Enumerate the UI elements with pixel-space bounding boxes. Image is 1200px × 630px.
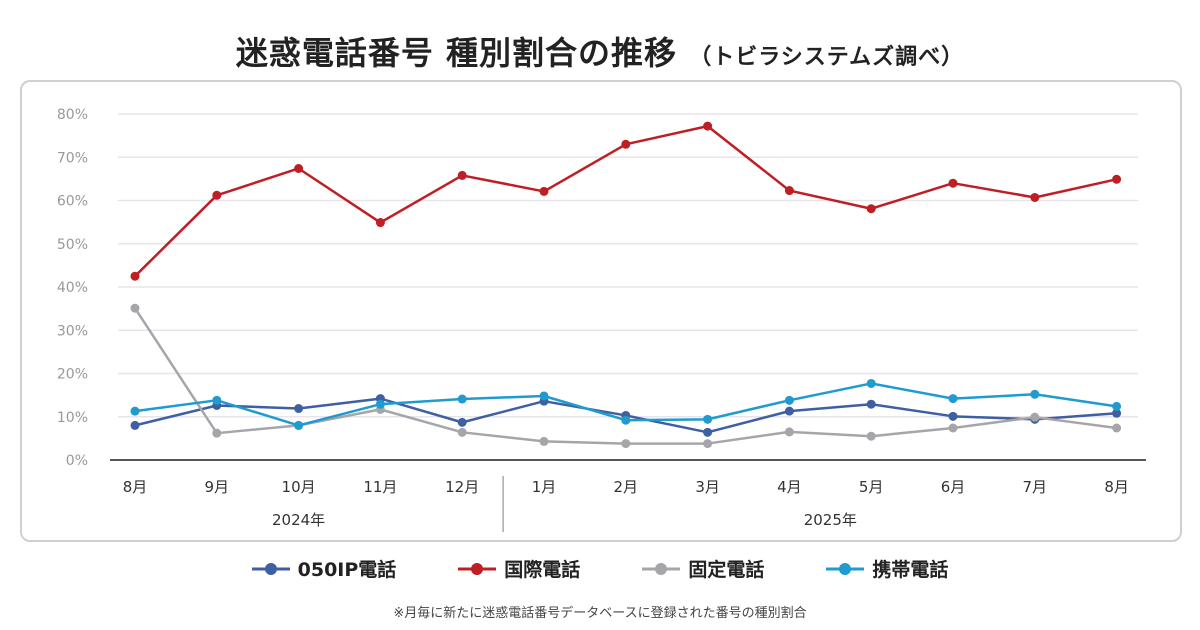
data-point (539, 391, 549, 401)
year-label: 2024年 (272, 511, 325, 529)
data-point (948, 394, 958, 404)
y-tick-label: 70% (57, 150, 88, 166)
data-point (294, 420, 304, 430)
data-point (1030, 412, 1040, 422)
data-point (457, 170, 467, 180)
data-point (703, 414, 713, 424)
legend-dot (471, 562, 484, 575)
data-point (1112, 174, 1122, 184)
legend-label: 固定電話 (688, 559, 765, 581)
y-tick-label: 50% (57, 237, 88, 253)
data-point (1030, 192, 1040, 202)
data-point (212, 428, 222, 438)
legend-marker-icon (826, 562, 865, 575)
data-point (866, 399, 876, 409)
legend-item: 国際電話 (458, 555, 580, 582)
data-point (866, 431, 876, 441)
data-point (457, 427, 467, 437)
data-point (866, 204, 876, 214)
footnote: ※月毎に新たに迷惑電話番号データベースに登録された番号の種別割合 (393, 606, 807, 621)
data-point (948, 423, 958, 433)
y-tick-label: 30% (57, 323, 88, 339)
x-tick-label: 10月 (282, 478, 316, 496)
data-point (457, 394, 467, 404)
legend: 050IP電話 国際電話 固定電話 携帯電話 (0, 555, 1200, 582)
data-point (703, 439, 713, 449)
legend-dot (839, 562, 852, 575)
data-point (784, 427, 794, 437)
x-tick-label: 1月 (532, 478, 557, 496)
x-tick-label: 12月 (445, 478, 479, 496)
legend-item: 050IP電話 (251, 555, 397, 582)
data-point (1030, 389, 1040, 399)
data-point (866, 378, 876, 388)
legend-label: 050IP電話 (297, 559, 397, 581)
title-main: 迷惑電話番号 種別割合の推移 (235, 34, 678, 72)
legend-item: 携帯電話 (826, 555, 948, 582)
x-tick-label: 5月 (859, 478, 884, 496)
data-point (375, 218, 385, 228)
data-point (948, 411, 958, 421)
data-point (294, 404, 304, 414)
data-point (1112, 423, 1122, 433)
y-tick-label: 0% (66, 453, 88, 469)
data-point (130, 420, 140, 430)
y-tick-label: 40% (57, 280, 88, 296)
y-tick-label: 60% (57, 194, 88, 210)
x-tick-label: 11月 (363, 478, 397, 496)
data-point (703, 121, 713, 131)
chart-panel (20, 80, 1182, 542)
data-point (1112, 408, 1122, 418)
data-point (621, 439, 631, 449)
y-tick-label: 80% (57, 107, 88, 123)
x-tick-label: 9月 (205, 478, 230, 496)
data-point (784, 186, 794, 196)
y-tick-label: 10% (57, 410, 88, 426)
data-point (621, 139, 631, 149)
year-label: 2025年 (804, 511, 857, 529)
legend-label: 携帯電話 (872, 559, 949, 581)
data-point (212, 190, 222, 200)
data-point (130, 303, 140, 313)
x-tick-label: 2月 (614, 478, 639, 496)
data-point (457, 417, 467, 427)
x-tick-label: 8月 (1104, 478, 1129, 496)
data-point (212, 395, 222, 405)
data-point (130, 406, 140, 416)
legend-marker-icon (251, 562, 290, 575)
y-tick-label: 20% (57, 367, 88, 383)
legend-dot (264, 562, 277, 575)
data-point (621, 415, 631, 425)
data-point (703, 427, 713, 437)
legend-item: 固定電話 (642, 555, 764, 582)
legend-dot (655, 562, 668, 575)
x-tick-label: 8月 (123, 478, 148, 496)
legend-label: 国際電話 (504, 559, 581, 581)
data-point (130, 271, 140, 281)
data-point (1112, 401, 1122, 411)
x-tick-label: 3月 (695, 478, 720, 496)
title-sub: （トビラシステムズ調べ） (689, 45, 965, 70)
data-point (294, 163, 304, 173)
legend-marker-icon (642, 562, 681, 575)
data-point (375, 399, 385, 409)
data-point (784, 406, 794, 416)
legend-marker-icon (458, 562, 497, 575)
data-point (948, 178, 958, 188)
x-tick-label: 6月 (941, 478, 966, 496)
x-tick-label: 4月 (777, 478, 802, 496)
data-point (539, 436, 549, 446)
chart-title: 迷惑電話番号 種別割合の推移 （トビラシステムズ調べ） (0, 28, 1200, 74)
data-point (539, 186, 549, 196)
x-tick-label: 7月 (1023, 478, 1048, 496)
data-point (784, 395, 794, 405)
